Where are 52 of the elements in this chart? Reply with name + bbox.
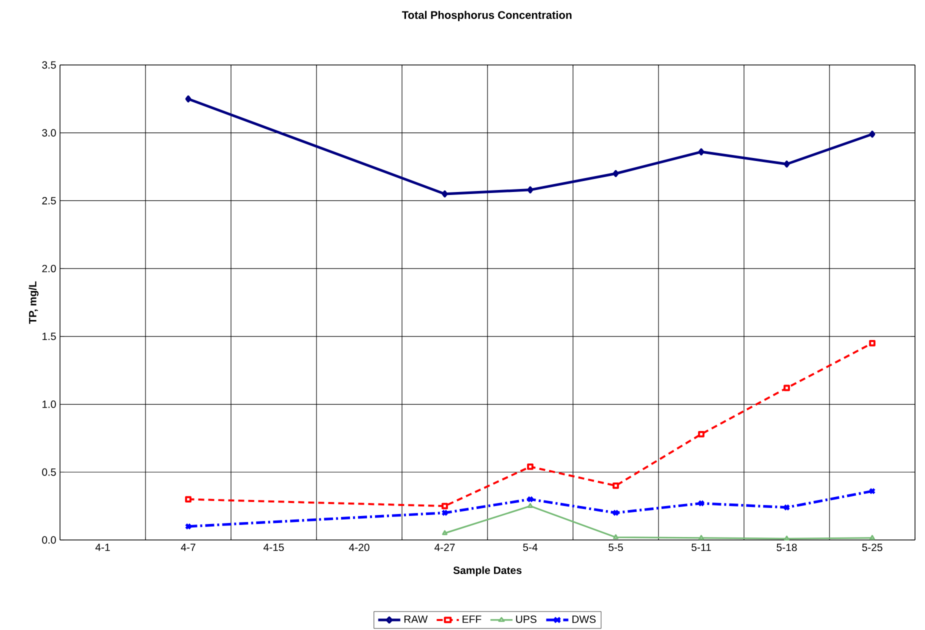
point (612, 482, 619, 489)
point (698, 148, 704, 156)
point (783, 504, 790, 511)
x-tick-label: 5-5 (608, 544, 623, 552)
chart-title: Total Phosphorus Concentration (402, 10, 572, 22)
y-tick-label: 1.0 (42, 400, 56, 408)
point (185, 95, 192, 102)
point (184, 523, 192, 530)
y-tick-label: 3.0 (42, 129, 56, 137)
point (442, 530, 448, 536)
point (784, 384, 790, 392)
point (528, 503, 533, 508)
x-tick-label: 5-11 (692, 544, 711, 552)
x-tick-label: 4-15 (263, 544, 284, 552)
x-tick-label: 5-18 (776, 544, 797, 552)
point (784, 160, 790, 168)
y-tick-label: 1.5 (42, 332, 56, 340)
point (698, 500, 705, 507)
point (784, 536, 790, 541)
point (612, 509, 620, 516)
legend-label: DWS (572, 616, 596, 623)
x-tick-label: 4-27 (434, 544, 455, 552)
point (698, 534, 704, 540)
point (869, 130, 876, 138)
point (869, 340, 876, 346)
y-tick-label: 3.5 (42, 61, 56, 69)
point (442, 190, 448, 198)
x-axis-title: Sample Dates (453, 566, 522, 576)
point (527, 186, 534, 194)
point (527, 464, 534, 470)
point (442, 502, 448, 510)
x-tick-label: 4-20 (348, 544, 370, 552)
point (698, 430, 704, 438)
point (441, 509, 448, 516)
point (185, 496, 192, 502)
point (868, 488, 876, 495)
legend-label: UPS (516, 616, 536, 623)
x-tick-label: 4-1 (95, 544, 110, 551)
y-tick-label: 2.0 (42, 264, 56, 272)
point (613, 534, 618, 540)
legend-label: EFF (462, 616, 482, 623)
x-tick-label: 4-7 (180, 544, 196, 551)
y-tick-label: 0.5 (42, 468, 56, 476)
point (612, 170, 619, 178)
y-tick-label: 0.0 (42, 536, 56, 544)
point (526, 496, 534, 503)
y-axis-title: TP, mg/L (28, 281, 39, 324)
x-tick-label: 5-4 (523, 544, 538, 552)
x-tick-label: 5-25 (862, 544, 882, 552)
legend-label: RAW (404, 616, 428, 623)
point (870, 534, 875, 540)
y-tick-label: 2.5 (42, 196, 56, 204)
